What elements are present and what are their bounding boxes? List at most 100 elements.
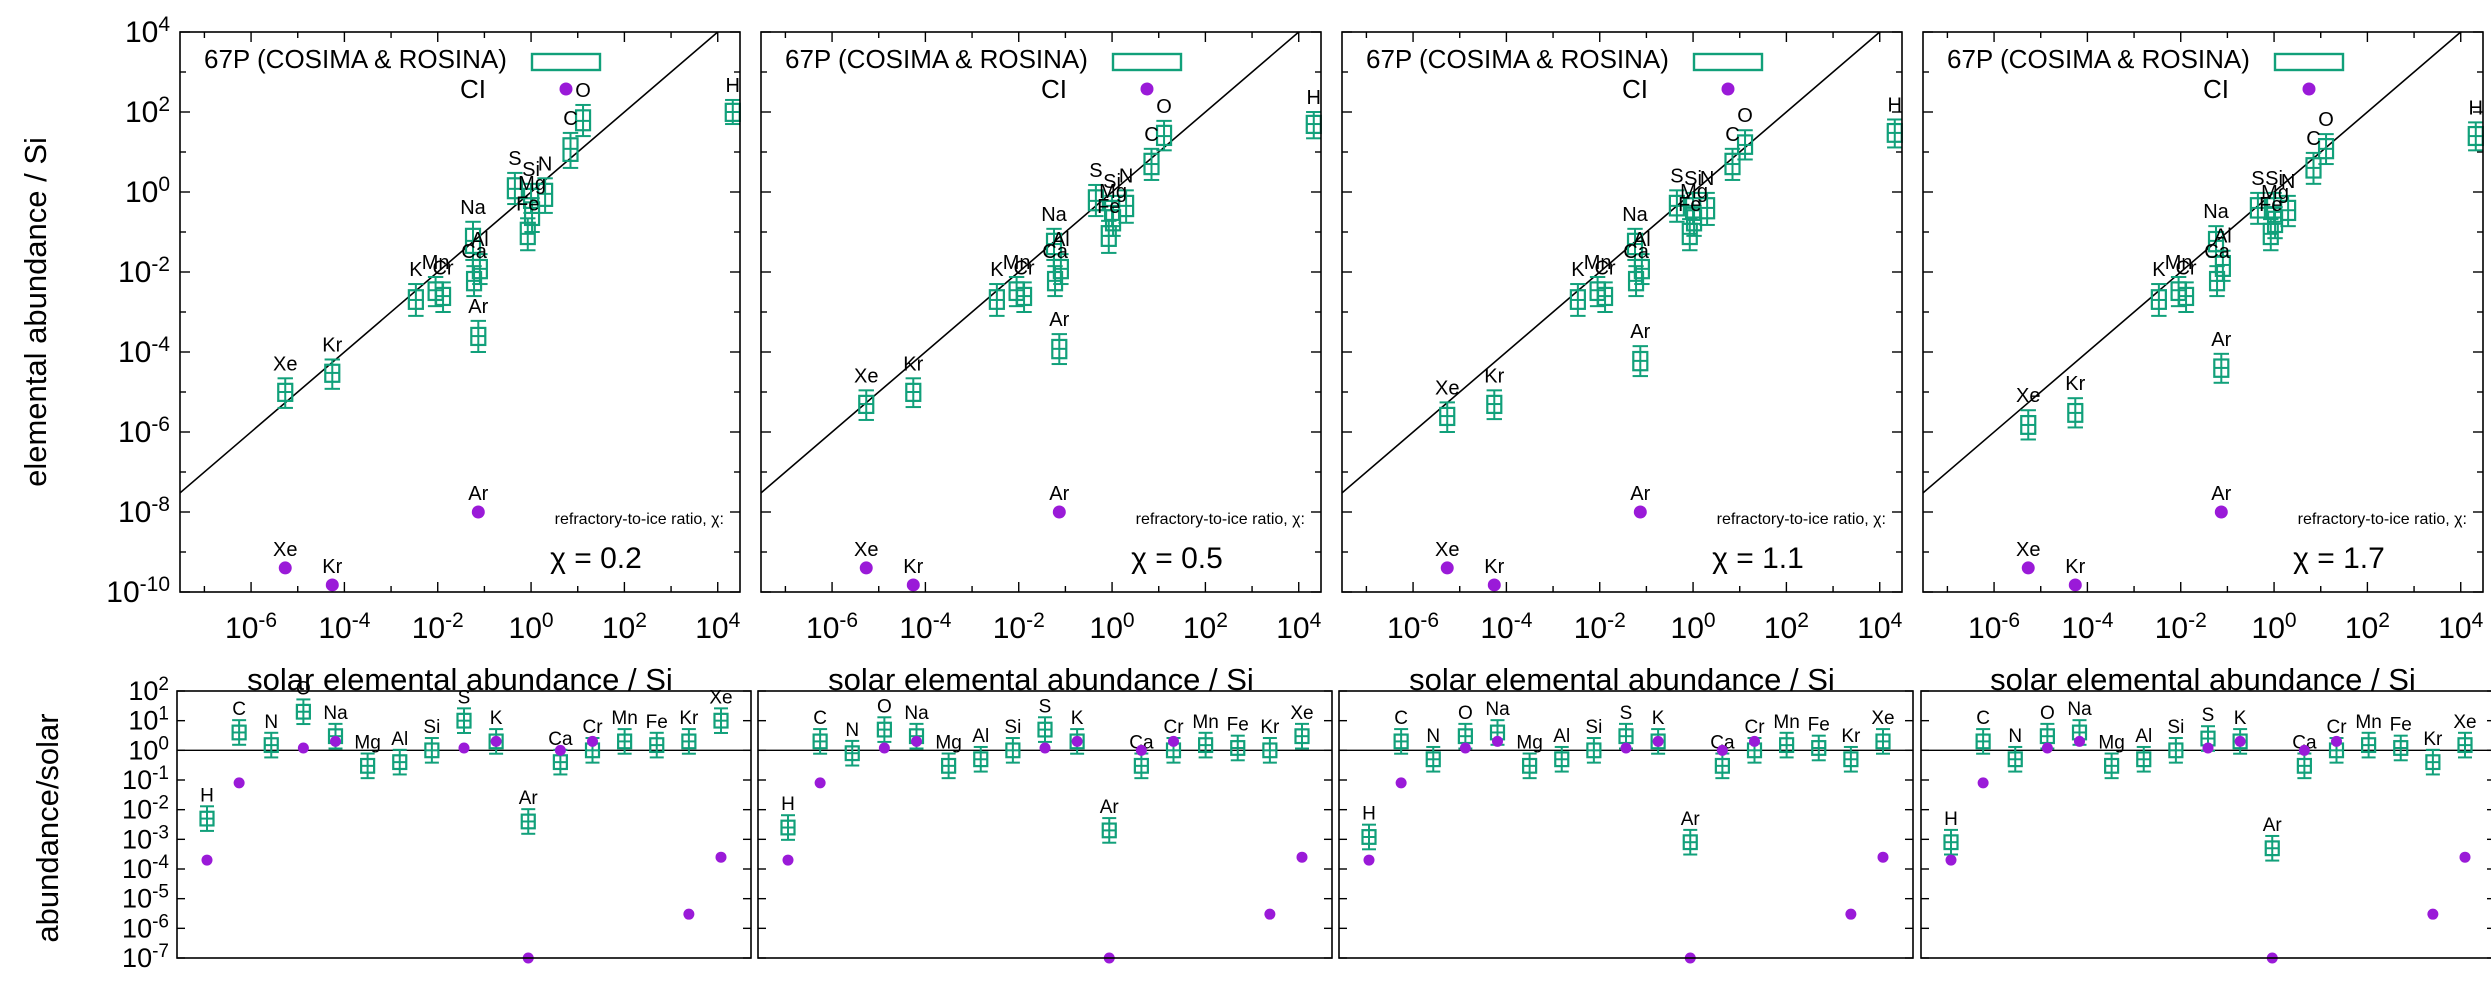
ratio-label-mg: Mg [935,733,961,754]
element-label-mg: Mg [2261,182,2289,204]
ratio-label-k: K [490,708,503,729]
x-tick-label: 104 [1276,609,1321,646]
x-tick-label: 10-2 [993,609,1045,646]
ratio-box-kr [681,728,697,755]
comet-box-cr [1015,281,1033,313]
x-tick-label: 10-6 [225,609,277,646]
ratio-box-mg [1522,752,1538,780]
x-tick-label: 10-2 [1574,609,1626,646]
element-label-kr: Kr [322,334,342,356]
y-tick-label: 100 [125,173,170,210]
x-tick-label: 10-4 [2061,609,2113,646]
ratio-box-n [2007,745,2023,773]
y-axis-label-upper: elemental abundance / Si [18,137,53,487]
comet-box-xe [277,377,294,409]
ci-label-ar: Ar [2211,483,2231,505]
ci-ratio-kr [683,908,695,920]
ratio-label-si: Si [1004,717,1021,738]
element-label-n: N [1700,168,1714,190]
comet-box-h [724,98,741,126]
x-tick-label: 102 [602,609,647,646]
plot-frame [1341,31,1903,593]
ci-ratio-na [330,735,341,747]
ratio-box-ca [2296,752,2312,780]
ratio-box-s [456,707,472,734]
element-label-h: H [1307,87,1321,109]
ratio-box-kr [2425,748,2441,776]
ratio-label-mg: Mg [2098,733,2124,754]
ratio-label-mn: Mn [1192,712,1218,733]
panel-chi-label: χ = 1.7 [2293,542,2385,575]
ratio-label-fe: Fe [1808,715,1830,736]
y-tick-label: 100 [128,733,169,766]
element-label-mn: Mn [1584,252,1612,274]
comet-box-h [1886,118,1903,149]
element-label-n: N [2281,171,2295,193]
comet-box-n [1699,191,1716,226]
comet-box-k [2150,283,2167,317]
ci-ratio-ca [2298,744,2310,756]
legend-comet-label: 67P (COSIMA & ROSINA) [1947,44,2250,74]
comet-box-kr [905,377,922,409]
ratio-label-na: Na [1485,699,1510,720]
ratio-box-n [263,731,279,759]
ratio-box-xe [1875,728,1891,755]
element-label-na: Na [1041,204,1067,226]
comet-box-o [574,103,592,138]
comet-box-cr [1596,281,1614,313]
legend-ci-swatch [559,82,573,96]
element-label-k: K [409,259,423,281]
ratio-label-xe: Xe [2453,712,2476,733]
ratio-label-k: K [2234,708,2247,729]
element-label-ar: Ar [468,296,488,318]
element-label-ar: Ar [1630,321,1650,343]
ratio-label-fe: Fe [2390,715,2412,736]
y-tick-label: 10-7 [122,941,169,974]
element-label-al: Al [471,229,489,251]
ci-point-kr [906,578,920,592]
element-label-o: O [2318,109,2334,131]
element-label-o: O [1156,96,1172,118]
ci-ratio-xe [1296,851,1308,863]
ratio-box-fe [1230,734,1246,762]
comet-box-xe [858,389,875,421]
ratio-box-al [2136,745,2152,773]
element-label-h: H [1888,94,1902,116]
ci-ratio-xe [715,851,727,863]
comet-box-fe [1100,219,1117,254]
ratio-label-n: N [264,712,278,733]
ratio-label-al: Al [972,726,989,747]
ratio-box-h [780,814,796,841]
comet-box-fe [519,217,536,252]
ratio-label-c: C [1976,708,1990,729]
ratio-box-n [844,739,860,767]
ratio-label-ar: Ar [1100,797,1120,818]
comet-box-kr [2067,397,2084,429]
lower-panel-1: 10-710-610-510-410-310-210-1100101102HCN… [122,674,752,974]
ratio-label-h: H [1362,804,1376,825]
element-label-n: N [538,153,552,175]
legend-comet-swatch [530,52,602,72]
legend-ci-label: CI [1622,74,1648,104]
panel-chi-label: χ = 1.1 [1712,542,1804,575]
ci-label-kr: Kr [322,556,342,578]
element-label-mn: Mn [422,252,450,274]
element-label-fe: Fe [2259,194,2282,216]
ratio-label-mg: Mg [1516,733,1542,754]
ratio-label-si: Si [2167,717,2184,738]
ratio-label-mg: Mg [354,733,380,754]
comet-box-o [1155,119,1173,152]
comet-box-ar [470,319,487,353]
y-tick-label: 102 [125,93,170,130]
ratio-box-o [876,716,892,743]
ratio-box-mg [360,752,376,780]
ratio-box-ar [1682,828,1698,856]
ci-point-ar [1633,505,1647,519]
x-tick-label: 10-4 [899,609,951,646]
ci-ratio-s [2202,742,2214,754]
ci-ratio-ca [554,744,566,756]
comet-box-ar [1051,333,1068,366]
element-label-al: Al [2214,226,2232,248]
ratio-label-cr: Cr [1744,717,1765,738]
ci-ratio-o [2041,742,2053,754]
